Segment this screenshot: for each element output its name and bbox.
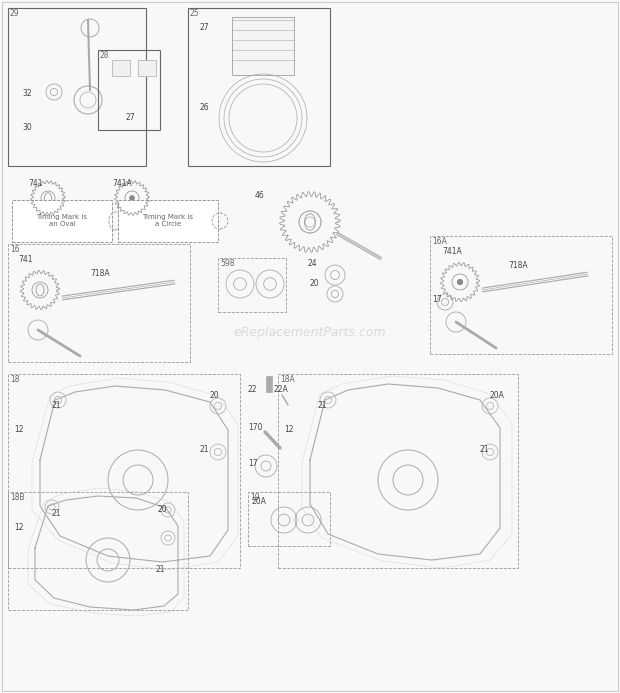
Text: 24: 24: [308, 259, 317, 268]
Text: 21: 21: [318, 401, 327, 410]
Text: 27: 27: [125, 114, 135, 123]
Text: 170: 170: [248, 423, 262, 432]
Text: Timing Mark is
a Circle: Timing Mark is a Circle: [143, 215, 193, 227]
Text: 21: 21: [52, 401, 61, 410]
Text: 25: 25: [190, 9, 200, 18]
Text: 30: 30: [22, 123, 32, 132]
Bar: [218, 258, 286, 312]
Circle shape: [458, 279, 463, 284]
Text: 20: 20: [158, 505, 167, 514]
Text: 22A: 22A: [274, 385, 289, 394]
Text: 46: 46: [255, 191, 265, 200]
Text: 718A: 718A: [508, 261, 528, 270]
Text: 26: 26: [200, 103, 210, 112]
Text: 21: 21: [480, 446, 490, 455]
Bar: [8, 374, 240, 568]
Text: 21: 21: [200, 446, 210, 455]
Text: eReplacementParts.com: eReplacementParts.com: [234, 326, 386, 339]
Text: 16: 16: [10, 245, 20, 254]
Text: 741: 741: [28, 179, 43, 188]
Text: 20: 20: [310, 279, 320, 288]
Text: 28: 28: [100, 51, 110, 60]
Text: 27: 27: [200, 24, 210, 33]
Bar: [98, 50, 160, 130]
Text: 12: 12: [14, 523, 24, 532]
Text: 20: 20: [210, 392, 219, 401]
Text: 16A: 16A: [432, 237, 447, 246]
Bar: [8, 244, 190, 362]
Text: 718A: 718A: [90, 270, 110, 279]
Text: 12: 12: [284, 426, 293, 435]
Text: 21: 21: [156, 565, 166, 574]
Text: 19: 19: [250, 493, 260, 502]
Text: 741: 741: [18, 256, 32, 265]
Text: 21: 21: [52, 509, 61, 518]
Text: 18B: 18B: [10, 493, 25, 502]
Text: 741A: 741A: [112, 179, 131, 188]
Text: 17: 17: [432, 295, 441, 304]
Circle shape: [130, 196, 134, 200]
Text: Timing Mark is
an Oval: Timing Mark is an Oval: [37, 215, 87, 227]
Text: 20A: 20A: [252, 498, 267, 507]
Bar: [8, 8, 146, 166]
Text: 18: 18: [10, 375, 19, 384]
Text: 29: 29: [10, 9, 20, 18]
Text: 741A: 741A: [442, 247, 462, 256]
Bar: [430, 236, 612, 354]
Bar: [232, 17, 294, 75]
Text: 17: 17: [248, 459, 258, 468]
Text: 22: 22: [248, 385, 257, 394]
Bar: [248, 492, 330, 546]
Text: 20A: 20A: [490, 392, 505, 401]
Bar: [138, 60, 156, 76]
Text: 598: 598: [220, 259, 234, 268]
Bar: [266, 376, 272, 392]
Text: 18A: 18A: [280, 375, 294, 384]
Text: 32: 32: [22, 89, 32, 98]
Bar: [188, 8, 330, 166]
Text: 12: 12: [14, 426, 24, 435]
Bar: [112, 60, 130, 76]
Bar: [118, 200, 218, 242]
Bar: [278, 374, 518, 568]
Bar: [8, 492, 188, 610]
Bar: [12, 200, 112, 242]
